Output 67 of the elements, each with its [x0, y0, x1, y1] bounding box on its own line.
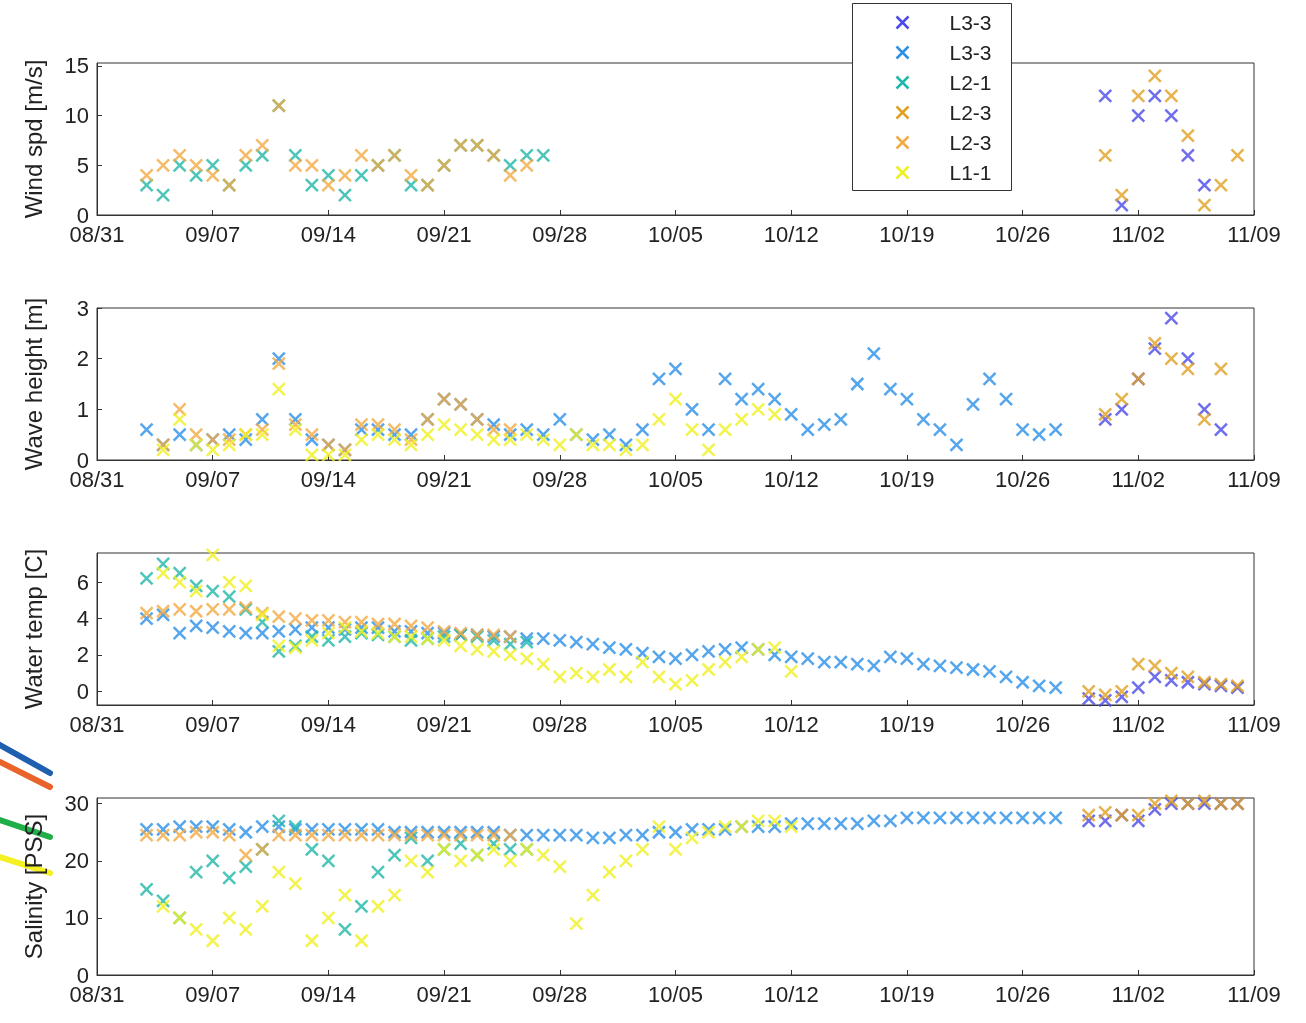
x-tick-label: 08/31 [69, 711, 125, 737]
x-tick-label: 09/21 [416, 221, 472, 247]
legend-label: L1-1 [949, 161, 992, 184]
x-tick-label: 10/05 [647, 981, 704, 1007]
y-tick-label: 0 [76, 962, 89, 988]
y-axis-title: Water temp [C] [19, 548, 47, 710]
legend-label: L2-3 [949, 131, 992, 154]
y-axis-title: Wave height [m] [19, 297, 47, 471]
x-tick-label: 11/02 [1111, 221, 1166, 247]
x-tick-label: 09/28 [532, 981, 588, 1007]
x-tick-label: 11/02 [1111, 981, 1166, 1007]
x-tick-label: 11/02 [1111, 466, 1166, 492]
x-tick-label: 10/12 [763, 466, 819, 492]
y-tick-label: 3 [76, 295, 89, 321]
x-tick-label: 09/21 [416, 466, 472, 492]
x-tick-label: 09/21 [416, 711, 472, 737]
y-tick-label: 10 [64, 103, 89, 129]
x-tick-label: 10/26 [995, 466, 1051, 492]
x-tick-label: 10/19 [879, 221, 935, 247]
y-tick-label: 2 [76, 642, 89, 668]
y-axis-title: Wind spd [m/s] [19, 59, 47, 219]
x-tick-label: 11/09 [1227, 221, 1281, 247]
y-tick-label: 5 [76, 152, 89, 178]
y-tick-label: 2 [76, 346, 89, 372]
x-tick-label: 09/07 [185, 466, 241, 492]
y-tick-label: 0 [76, 202, 89, 228]
x-tick-label: 09/21 [416, 981, 472, 1007]
y-tick-label: 20 [64, 848, 89, 874]
y-tick-label: 4 [76, 606, 89, 632]
x-tick-label: 09/07 [185, 221, 241, 247]
x-tick-label: 10/12 [763, 981, 819, 1007]
x-tick-label: 09/07 [185, 981, 241, 1007]
x-tick-label: 09/14 [300, 221, 356, 247]
x-tick-label: 10/26 [995, 221, 1051, 247]
x-tick-label: 09/28 [532, 711, 588, 737]
x-tick-label: 10/19 [879, 466, 935, 492]
x-tick-label: 10/12 [763, 221, 819, 247]
y-tick-label: 10 [64, 905, 89, 931]
legend-label: L2-1 [949, 71, 992, 94]
x-tick-label: 10/05 [647, 221, 704, 247]
x-tick-label: 10/19 [879, 711, 935, 737]
x-tick-label: 11/09 [1227, 711, 1281, 737]
x-tick-label: 11/02 [1111, 711, 1166, 737]
x-tick-label: 10/26 [995, 981, 1051, 1007]
x-tick-label: 09/14 [300, 981, 356, 1007]
x-tick-label: 10/05 [647, 466, 704, 492]
x-tick-label: 09/14 [300, 711, 356, 737]
y-axis-title: Salinity [PSS] [19, 813, 47, 960]
x-tick-label: 10/26 [995, 711, 1051, 737]
y-tick-label: 6 [76, 569, 89, 595]
y-tick-label: 15 [64, 53, 89, 79]
y-tick-label: 1 [76, 396, 89, 422]
x-tick-label: 09/28 [532, 221, 588, 247]
x-tick-label: 10/19 [879, 981, 935, 1007]
legend-label: L3-3 [949, 11, 992, 34]
x-tick-label: 09/28 [532, 466, 588, 492]
x-tick-label: 09/14 [300, 466, 356, 492]
y-tick-label: 0 [76, 678, 89, 704]
legend-label: L2-3 [949, 101, 992, 124]
legend-label: L3-3 [949, 41, 992, 64]
x-tick-label: 10/12 [763, 711, 819, 737]
x-tick-label: 11/09 [1227, 981, 1281, 1007]
y-tick-label: 30 [64, 791, 89, 817]
y-tick-label: 0 [76, 447, 89, 473]
x-tick-label: 11/09 [1227, 466, 1281, 492]
x-tick-label: 09/07 [185, 711, 241, 737]
x-tick-label: 10/05 [647, 711, 704, 737]
